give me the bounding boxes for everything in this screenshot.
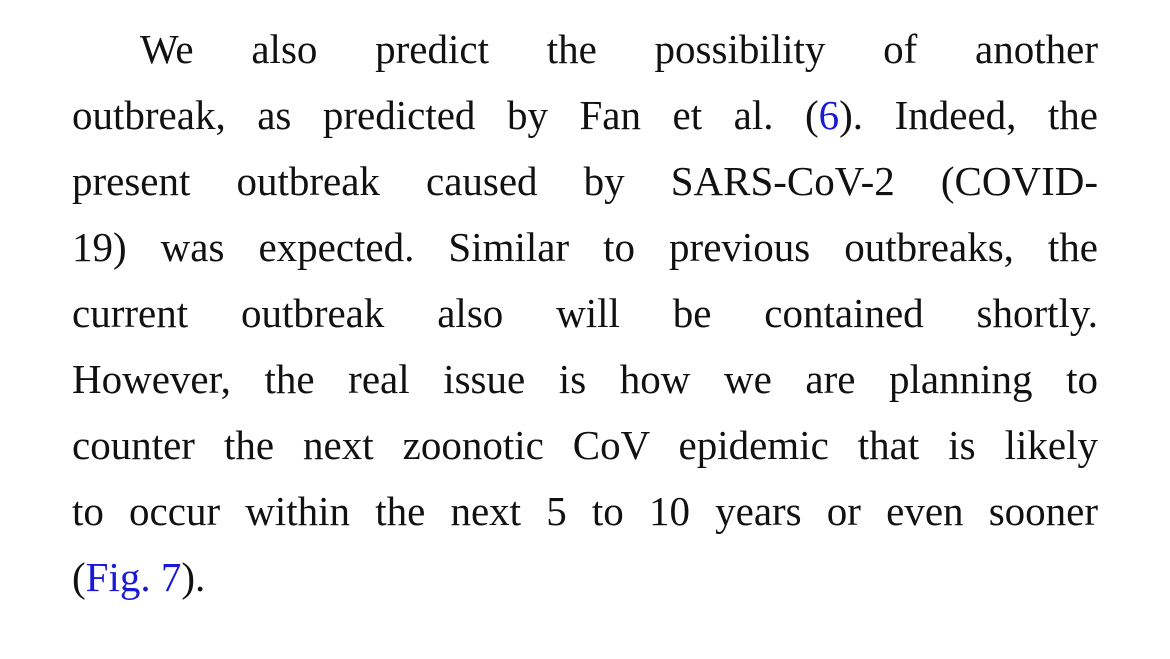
paragraph-line-7: counter the next zoonotic CoV epidemic t… [72,422,1098,468]
paragraph-line-4: 19) was expected. Similar to previous ou… [72,224,1098,270]
paragraph-line-2: outbreak, as predicted by Fan et al. (6)… [72,82,1098,148]
paragraph-line-6: However, the real issue is how we are pl… [72,356,1098,402]
paragraph-line-1: We also predict the possibility of anoth… [140,26,1098,72]
line-9-text-before: ( [72,554,86,600]
figure-link-fig-7[interactable]: Fig. 7 [85,554,182,600]
paragraph-line-8: to occur within the next 5 to 10 years o… [72,488,1098,534]
line-9-text-after: ). [181,554,206,600]
line-2-text-after: ). Indeed, the [839,92,1099,138]
paragraph-line-9: (Fig. 7). [72,544,1098,610]
paragraph-line-5: current outbreak also will be contained … [72,290,1098,336]
line-2-text-before: outbreak, as predicted by Fan et al. ( [72,92,819,138]
article-paragraph: We also predict the possibility of anoth… [72,16,1098,610]
reference-link-6[interactable]: 6 [818,92,840,138]
paragraph-line-3: present outbreak caused by SARS-CoV-2 (C… [72,158,1098,204]
